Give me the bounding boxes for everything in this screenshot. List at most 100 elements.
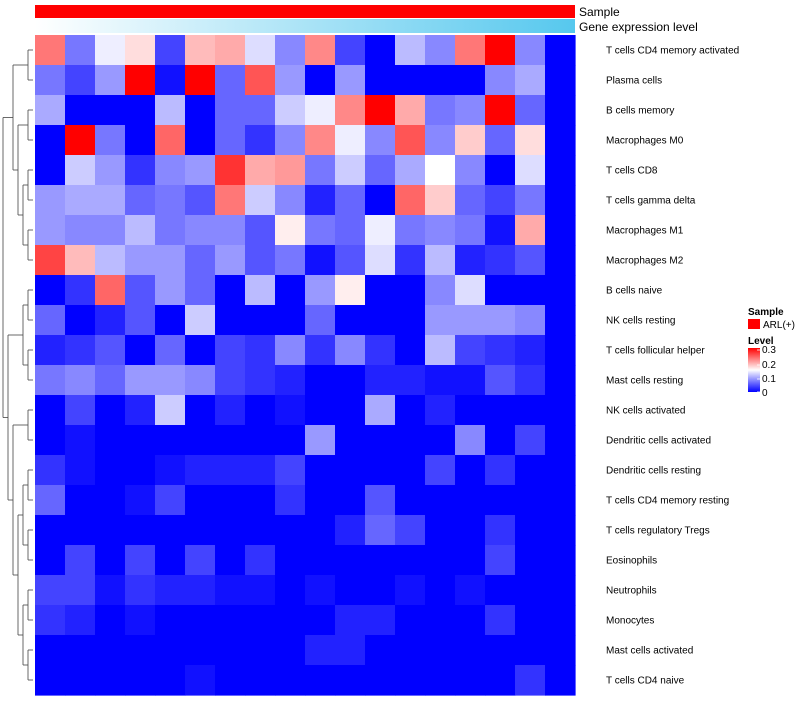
heatmap-cell bbox=[275, 605, 306, 636]
heatmap-cell bbox=[395, 635, 426, 666]
heatmap-cell bbox=[395, 245, 426, 276]
heatmap-cell bbox=[545, 395, 576, 426]
heatmap-cell bbox=[305, 215, 336, 246]
heatmap-cell bbox=[545, 155, 576, 186]
heatmap-cell bbox=[545, 215, 576, 246]
heatmap-cell bbox=[425, 575, 456, 606]
heatmap-cell bbox=[335, 545, 366, 576]
row-label: Eosinophils bbox=[606, 556, 657, 567]
heatmap-cell bbox=[185, 35, 216, 66]
heatmap-cell bbox=[515, 515, 546, 546]
heatmap-cell bbox=[335, 425, 366, 456]
heatmap-cell bbox=[455, 245, 486, 276]
heatmap-cell bbox=[245, 545, 276, 576]
row-label: Monocytes bbox=[606, 616, 654, 627]
heatmap-cell bbox=[425, 335, 456, 366]
heatmap-cell bbox=[485, 35, 516, 66]
heatmap-cell bbox=[35, 665, 66, 696]
heatmap-cell bbox=[515, 365, 546, 396]
heatmap-cell bbox=[275, 215, 306, 246]
heatmap-cell bbox=[545, 125, 576, 156]
heatmap-cell bbox=[515, 455, 546, 486]
row-label: Dendritic cells activated bbox=[606, 436, 711, 447]
heatmap-cell bbox=[95, 635, 126, 666]
heatmap-cell bbox=[485, 545, 516, 576]
heatmap-cell bbox=[185, 245, 216, 276]
heatmap-cell bbox=[95, 125, 126, 156]
heatmap-cell bbox=[125, 665, 156, 696]
heatmap-cell bbox=[395, 425, 426, 456]
heatmap-cell bbox=[35, 425, 66, 456]
row-label: Macrophages M2 bbox=[606, 256, 684, 267]
heatmap-cell bbox=[485, 455, 516, 486]
heatmap-cell bbox=[215, 605, 246, 636]
heatmap-cell bbox=[455, 305, 486, 336]
heatmap-cell bbox=[245, 95, 276, 126]
heatmap-cell bbox=[35, 35, 66, 66]
heatmap-cell bbox=[35, 125, 66, 156]
heatmap-cell bbox=[65, 395, 96, 426]
sample-track-label: Sample bbox=[579, 5, 620, 19]
heatmap-cell bbox=[455, 365, 486, 396]
heatmap-cell bbox=[95, 425, 126, 456]
heatmap-cell bbox=[185, 575, 216, 606]
heatmap-cell bbox=[545, 635, 576, 666]
heatmap-cell bbox=[65, 35, 96, 66]
heatmap-cell bbox=[365, 635, 396, 666]
heatmap-cell bbox=[515, 275, 546, 306]
heatmap-cell bbox=[95, 605, 126, 636]
heatmap-cell bbox=[155, 515, 186, 546]
heatmap-cell bbox=[125, 125, 156, 156]
heatmap-cell bbox=[65, 125, 96, 156]
heatmap-cell bbox=[245, 455, 276, 486]
heatmap-cell bbox=[485, 185, 516, 216]
heatmap-cell bbox=[155, 365, 186, 396]
heatmap-cell bbox=[425, 605, 456, 636]
heatmap-cell bbox=[365, 95, 396, 126]
heatmap-cell bbox=[275, 455, 306, 486]
heatmap-cell bbox=[485, 575, 516, 606]
heatmap-cell bbox=[515, 245, 546, 276]
heatmap-cells bbox=[35, 35, 576, 696]
heatmap-cell bbox=[425, 635, 456, 666]
heatmap-cell bbox=[125, 305, 156, 336]
heatmap-cell bbox=[155, 125, 186, 156]
row-label: Macrophages M0 bbox=[606, 136, 684, 147]
heatmap-cell bbox=[215, 365, 246, 396]
heatmap-cell bbox=[485, 125, 516, 156]
heatmap-cell bbox=[335, 605, 366, 636]
legend-sample-title: Sample bbox=[748, 307, 784, 318]
heatmap-cell bbox=[275, 245, 306, 276]
heatmap-cell bbox=[425, 545, 456, 576]
row-label: T cells CD4 naive bbox=[606, 676, 685, 687]
heatmap-cell bbox=[125, 485, 156, 516]
heatmap-cell bbox=[125, 185, 156, 216]
heatmap-cell bbox=[155, 95, 186, 126]
heatmap-cell bbox=[515, 125, 546, 156]
heatmap-cell bbox=[545, 605, 576, 636]
heatmap-cell bbox=[455, 545, 486, 576]
heatmap-cell bbox=[395, 95, 426, 126]
heatmap-cell bbox=[215, 95, 246, 126]
heatmap-cell bbox=[245, 425, 276, 456]
heatmap-cell bbox=[425, 395, 456, 426]
heatmap-cell bbox=[395, 545, 426, 576]
heatmap-cell bbox=[185, 455, 216, 486]
heatmap-cell bbox=[185, 635, 216, 666]
heatmap-cell bbox=[485, 425, 516, 456]
heatmap-cell bbox=[455, 95, 486, 126]
legend-level-colorbar bbox=[748, 348, 760, 392]
heatmap-cell bbox=[365, 365, 396, 396]
heatmap-cell bbox=[545, 65, 576, 96]
heatmap-cell bbox=[395, 155, 426, 186]
heatmap-cell bbox=[155, 485, 186, 516]
heatmap-cell bbox=[95, 185, 126, 216]
heatmap-cell bbox=[455, 455, 486, 486]
heatmap-cell bbox=[35, 275, 66, 306]
heatmap-cell bbox=[35, 305, 66, 336]
heatmap-cell bbox=[305, 575, 336, 606]
heatmap-cell bbox=[125, 35, 156, 66]
heatmap-cell bbox=[395, 575, 426, 606]
heatmap-cell bbox=[395, 455, 426, 486]
heatmap-cell bbox=[155, 575, 186, 606]
